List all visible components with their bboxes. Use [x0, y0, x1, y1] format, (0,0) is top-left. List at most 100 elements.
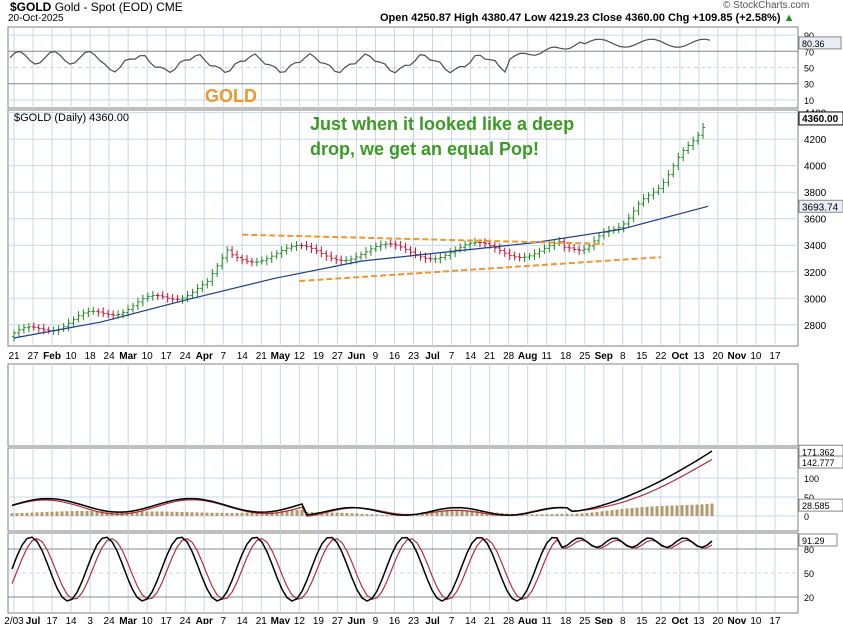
- x-tick-label: 27: [27, 351, 39, 362]
- panel-macd: [7, 447, 799, 532]
- rsi-tick-label: 50: [804, 64, 814, 74]
- x-tick-label: 28: [503, 351, 515, 362]
- x-tick-label: Mar: [119, 351, 137, 362]
- x-tick-label-bottom: 24: [180, 616, 192, 624]
- x-tick-label-bottom: 2/03: [4, 616, 24, 624]
- stoch-value-label: 91.29: [802, 536, 825, 546]
- x-tick-label-bottom: 25: [579, 616, 591, 624]
- x-tick-label-bottom: 7: [220, 616, 226, 624]
- x-tick-label: 22: [655, 351, 667, 362]
- chart-title: GOLD: [205, 86, 257, 106]
- x-tick-label-bottom: Apr: [196, 616, 213, 624]
- stoch-tick-label: 20: [804, 593, 814, 603]
- x-tick-label-bottom: 12: [294, 616, 306, 624]
- x-tick-label: 14: [465, 351, 477, 362]
- x-tick-label: 21: [8, 351, 20, 362]
- x-tick-label: Feb: [43, 351, 61, 362]
- x-tick-label-bottom: May: [271, 616, 291, 624]
- price-tick-label: 3800: [804, 188, 827, 199]
- x-tick-label: 18: [560, 351, 572, 362]
- x-tick-label-bottom: 14: [465, 616, 477, 624]
- x-tick-label: 18: [85, 351, 97, 362]
- x-tick-label-bottom: 17: [46, 616, 58, 624]
- macd-value-label: 28.585: [802, 501, 830, 511]
- x-tick-label-bottom: 13: [693, 616, 705, 624]
- x-tick-label: 15: [636, 351, 648, 362]
- x-tick-label: 17: [161, 351, 173, 362]
- rsi-tick-label: 90: [804, 31, 814, 41]
- x-tick-label-bottom: 20: [712, 616, 724, 624]
- panel-price: [7, 109, 799, 347]
- price-tick-label: 2800: [804, 321, 827, 332]
- price-tick-label: 3400: [804, 241, 827, 252]
- ma-value-badge: [798, 199, 843, 213]
- x-tick-label: 13: [693, 351, 705, 362]
- ohlc-values: Open 4250.87 High 4380.47 Low 4219.23 Cl…: [380, 12, 781, 24]
- x-tick-label-bottom: 10: [142, 616, 154, 624]
- last-close-badge: [798, 111, 843, 126]
- x-tick-label: 19: [313, 351, 325, 362]
- price-legend: $GOLD (Daily) 4360.00: [14, 112, 129, 124]
- x-tick-label: 25: [579, 351, 591, 362]
- x-tick-label-bottom: 14: [237, 616, 249, 624]
- chart-symbol-title: $GOLD Gold - Spot (EOD) CME: [10, 0, 183, 14]
- x-tick-label-bottom: 3: [87, 616, 93, 624]
- ohlc-readout: Open 4250.87 High 4380.47 Low 4219.23 Cl…: [380, 12, 794, 24]
- price-tick-label: 3200: [804, 268, 827, 279]
- x-tick-label-bottom: 27: [332, 616, 344, 624]
- rsi-value-label: 80.36: [802, 39, 825, 49]
- macd-value-label: 142.777: [802, 458, 835, 468]
- x-tick-label: 8: [620, 351, 626, 362]
- x-tick-label-bottom: 28: [503, 616, 515, 624]
- x-tick-label: Apr: [196, 351, 213, 362]
- macd-tick-label: 50: [804, 493, 814, 503]
- x-tick-label-bottom: Sep: [595, 616, 613, 624]
- x-tick-label-bottom: 7: [449, 616, 455, 624]
- rsi-tick-label: 30: [804, 80, 814, 90]
- x-tick-label-bottom: 21: [484, 616, 496, 624]
- x-tick-label-bottom: 18: [560, 616, 572, 624]
- x-tick-label-bottom: Jul: [26, 616, 41, 624]
- x-tick-label: 16: [389, 351, 401, 362]
- x-tick-label-bottom: 17: [769, 616, 781, 624]
- macd-tick-label: 0: [804, 512, 809, 522]
- x-tick-label: 17: [769, 351, 781, 362]
- x-tick-label-bottom: 21: [256, 616, 268, 624]
- price-tick-label: 4000: [804, 162, 827, 173]
- x-tick-label: May: [271, 351, 291, 362]
- last-close-label: 4360.00: [802, 114, 839, 125]
- price-tick-label: 3600: [804, 215, 827, 226]
- rsi-tick-label: 10: [804, 96, 814, 106]
- x-tick-label-bottom: 24: [104, 616, 116, 624]
- x-tick-label-bottom: 17: [161, 616, 173, 624]
- x-tick-label-bottom: 8: [620, 616, 626, 624]
- x-tick-label: 11: [541, 351, 552, 362]
- macd-tick-label: 100: [804, 474, 819, 484]
- x-tick-label-bottom: 11: [541, 616, 552, 624]
- ma-value-label: 3693.74: [802, 202, 839, 213]
- x-tick-label: Oct: [672, 351, 689, 362]
- rsi-value-badge: [798, 36, 842, 50]
- stoch-value-badge: [798, 533, 838, 547]
- rsi-line: [9, 38, 711, 74]
- x-tick-label: 21: [256, 351, 268, 362]
- x-tick-label-bottom: Aug: [518, 616, 537, 624]
- macd-line: [11, 450, 713, 516]
- x-tick-label-bottom: Nov: [727, 616, 746, 624]
- x-tick-label-bottom: 16: [389, 616, 401, 624]
- x-tick-label-bottom: 14: [66, 616, 78, 624]
- x-tick-label: Jun: [348, 351, 366, 362]
- chart-date: 20-Oct-2025: [8, 13, 64, 24]
- watermark: © StockCharts.com: [723, 0, 810, 11]
- x-tick-label: 21: [484, 351, 496, 362]
- x-tick-label: 10: [750, 351, 762, 362]
- x-tick-label: 10: [66, 351, 78, 362]
- x-tick-label-bottom: 23: [408, 616, 420, 624]
- annotation-line-1: Just when it looked like a deep: [310, 114, 574, 134]
- macd-value-badge: [798, 455, 843, 469]
- x-tick-label: 7: [449, 351, 455, 362]
- x-tick-label: 14: [237, 351, 249, 362]
- x-tick-label: Nov: [727, 351, 746, 362]
- x-tick-label: 9: [373, 351, 379, 362]
